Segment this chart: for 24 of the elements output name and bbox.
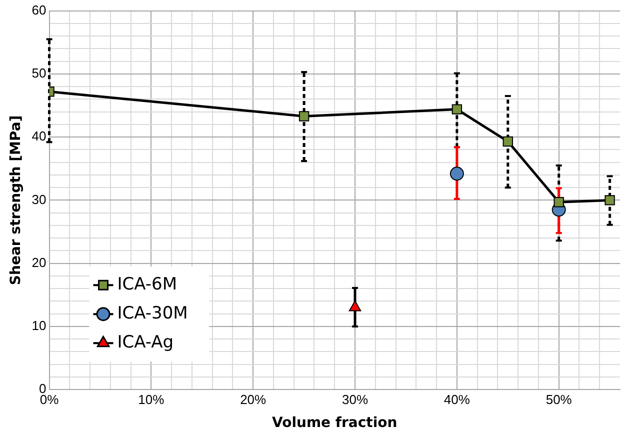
y-tick-label: 40 — [32, 128, 46, 144]
y-tick-label: 10 — [32, 318, 46, 334]
y-tick-label: 50 — [32, 66, 46, 81]
x-tick-label: 30% — [342, 392, 368, 407]
point — [450, 166, 464, 181]
x-axis-title: Volume fraction — [272, 415, 398, 432]
y-tick-label: 60 — [32, 2, 46, 18]
point — [554, 197, 564, 208]
x-tick-label: 10% — [138, 392, 165, 407]
y-axis-title: Shear strength [MPa] — [8, 115, 24, 286]
y-tick-label: 0 — [39, 381, 46, 396]
y-tick-label: 20 — [32, 254, 46, 270]
x-tick-label: 20% — [240, 392, 267, 407]
point — [502, 136, 513, 147]
legend-label: ICA-30M — [117, 304, 188, 324]
legend-label: ICA-Ag — [117, 332, 174, 353]
point — [298, 111, 310, 122]
x-tick-label: 40% — [444, 392, 470, 407]
y-tick-label: 30 — [32, 192, 46, 207]
point — [604, 195, 615, 206]
point — [452, 104, 462, 114]
legend-label: ICA-6M — [117, 274, 178, 295]
x-tick-label: 50% — [546, 392, 572, 407]
point — [348, 300, 362, 312]
